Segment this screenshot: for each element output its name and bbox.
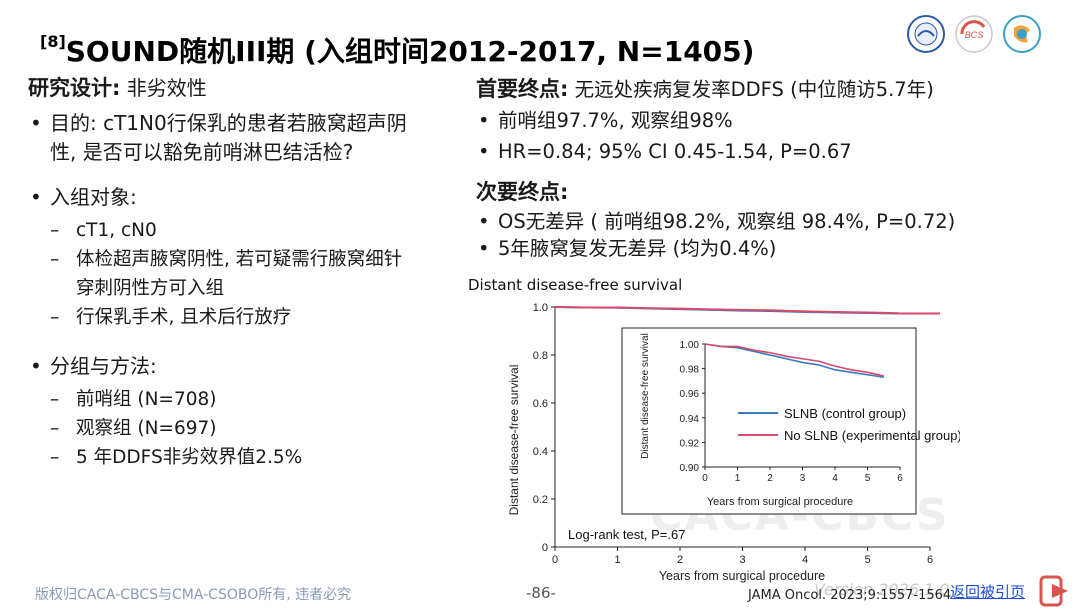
design-line: 研究设计: 非劣效性 <box>28 74 448 103</box>
primary-item: 前哨组97.7%, 观察组98% <box>476 105 1056 136</box>
inset-frame <box>621 327 917 515</box>
logo-group: BCS <box>906 14 1042 54</box>
page-number: -86- <box>526 584 556 602</box>
endpoints-column: 首要终点: 无远处疾病复发率DDFS (中位随访5.7年) 前哨组97.7%, … <box>476 74 1056 262</box>
primary-endpoint-line: 首要终点: 无远处疾病复发率DDFS (中位随访5.7年) <box>476 74 1056 105</box>
inset-y-tick-label: 0.94 <box>680 414 700 425</box>
enroll-item: 行保乳手术, 且术后行放疗 <box>28 303 448 332</box>
main-series-line <box>554 306 899 315</box>
copyright-text: 版权归CACA-CBCS与CMA-CSOBO所有, 违者必究 <box>35 587 352 603</box>
main-y-tick-label: 0 <box>542 542 548 554</box>
bcs-logo-icon: BCS <box>955 15 993 53</box>
logrank-annotation: Log-rank test, P=.67 <box>568 527 685 542</box>
inset-x-tick-label: 6 <box>897 473 903 484</box>
reference-marker: [8] <box>40 32 66 51</box>
main-x-tick-label: 6 <box>927 554 933 566</box>
main-axes: 00.20.40.60.81.00 1 2 3 4 5 6 <box>533 302 933 566</box>
main-y-tick-label: 0.8 <box>533 350 548 362</box>
secondary-item: OS无差异 ( 前哨组98.2%, 观察组 98.4%, P=0.72) <box>476 208 1056 235</box>
title-text: SOUND随机III期 (入组时间2012-2017, N=1405) <box>65 35 755 68</box>
legend-label: SLNB (control group) <box>784 406 906 421</box>
main-y-tick-label: 0.4 <box>533 446 548 458</box>
citation-text: JAMA Oncol. 2023;9:1557-1564 <box>748 588 952 603</box>
primary-value: 无远处疾病复发率DDFS (中位随访5.7年) <box>574 78 934 101</box>
main-x-tick-label: 4 <box>802 554 808 566</box>
back-to-reference-link[interactable]: 返回被引页 <box>950 583 1026 601</box>
inset-y-tick-label: 0.92 <box>680 438 700 449</box>
slide-title: [8]SOUND随机III期 (入组时间2012-2017, N=1405) <box>40 30 754 70</box>
inset-x-tick-label: 0 <box>702 473 708 484</box>
purpose-item: 目的: cT1N0行保乳的患者若腋窝超声阴性, 是否可以豁免前哨淋巴结活检? <box>28 109 410 167</box>
caca-logo-icon <box>907 15 945 53</box>
main-x-tick-label: 1 <box>614 554 620 566</box>
inset-series <box>704 343 884 379</box>
inset-series-line <box>704 343 884 377</box>
inset-x-tick-label: 2 <box>767 473 773 484</box>
main-x-tick-label: 3 <box>739 554 745 566</box>
version-watermark: Version 2026.1.0 <box>814 580 950 599</box>
enroll-heading: 入组对象: <box>28 183 448 212</box>
group-item: 观察组 (N=697) <box>28 414 448 443</box>
primary-label: 首要终点: <box>476 77 569 101</box>
inset-x-tick-label: 3 <box>800 473 806 484</box>
inset-legend: SLNB (control group) No SLNB (experimenta… <box>738 406 960 443</box>
enroll-item: 体检超声腋窝阴性, 若可疑需行腋窝细针穿刺阴性方可入组 <box>28 245 416 303</box>
csobo-logo-icon <box>1003 15 1041 53</box>
back-arrow-icon[interactable] <box>1038 574 1072 608</box>
study-design-column: 研究设计: 非劣效性 目的: cT1N0行保乳的患者若腋窝超声阴性, 是否可以豁… <box>28 74 448 472</box>
group-item: 前哨组 (N=708) <box>28 385 448 414</box>
secondary-label: 次要终点: <box>476 180 569 204</box>
enroll-item: cT1, cN0 <box>28 216 448 245</box>
main-x-tick-label: 5 <box>864 554 870 566</box>
inset-x-tick-label: 4 <box>832 473 838 484</box>
inset-ylabel-text: Distant disease-free survival <box>640 333 651 459</box>
inset-y-tick-label: 0.98 <box>680 365 700 376</box>
main-y-tick-label: 0.2 <box>533 494 548 506</box>
inset-y-tick-label: 0.90 <box>680 463 700 474</box>
design-label: 研究设计: <box>28 76 121 100</box>
inset-y-axis-label: Distant disease-free survival <box>640 333 651 459</box>
inset-y-tick-label: 1.00 <box>680 340 700 351</box>
inset-series-line <box>704 343 884 379</box>
main-x-tick-label: 2 <box>677 554 683 566</box>
main-series <box>554 306 940 315</box>
group-item: 5 年DDFS非劣效界值2.5% <box>28 443 448 472</box>
main-y-tick-label: 1.0 <box>533 302 548 314</box>
design-value: 非劣效性 <box>126 76 207 100</box>
main-x-axis-label: Years from surgical procedure <box>659 569 825 583</box>
group-heading: 分组与方法: <box>28 352 448 381</box>
main-y-axis-label: Distant disease-free survival <box>507 365 521 516</box>
inset-x-tick-label: 1 <box>735 473 741 484</box>
inset-y-tick-label: 0.96 <box>680 389 700 400</box>
svg-text:BCS: BCS <box>965 30 984 40</box>
inset-axes: 0.90 0.92 0.94 0.96 0.98 1.00 0 1 2 3 4 5 6 <box>680 340 904 484</box>
km-survival-chart: 00.20.40.60.81.00 1 2 3 4 5 6 Distant disease-… <box>507 302 960 583</box>
legend-label: No SLNB (experimental group) <box>784 428 960 443</box>
inset-x-axis-label: Years from surgical procedure <box>707 496 853 508</box>
main-x-tick-label: 0 <box>552 554 558 566</box>
secondary-item: 5年腋窝复发无差异 (均为0.4%) <box>476 235 1056 262</box>
chart-title: Distant disease-free survival <box>468 276 683 294</box>
main-y-tick-label: 0.6 <box>533 398 548 410</box>
primary-item: HR=0.84; 95% CI 0.45-1.54, P=0.67 <box>476 136 1056 167</box>
inset-x-tick-label: 5 <box>865 473 871 484</box>
